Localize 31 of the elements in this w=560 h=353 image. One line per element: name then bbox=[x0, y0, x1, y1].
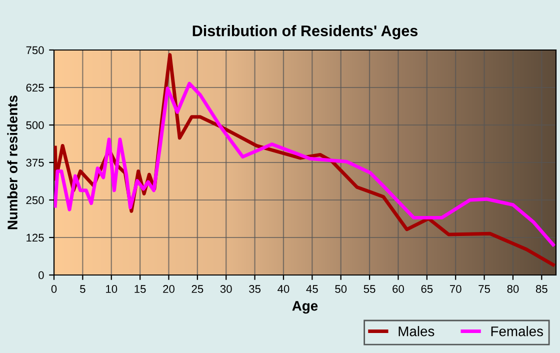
x-tick-label: 0 bbox=[51, 285, 57, 293]
y-tick-label: 125 bbox=[26, 234, 44, 242]
x-tick-label: 15 bbox=[134, 285, 146, 293]
y-tick-label: 500 bbox=[26, 121, 44, 130]
x-tick-label: 25 bbox=[192, 285, 204, 293]
x-tick-label: 80 bbox=[507, 285, 519, 293]
x-tick-label: 35 bbox=[249, 285, 261, 293]
chart-title: Distribution of Residents' Ages bbox=[192, 25, 418, 40]
x-tick-label: 85 bbox=[536, 285, 548, 293]
x-tick-label: 40 bbox=[278, 285, 290, 293]
x-tick-label: 5 bbox=[80, 285, 86, 293]
y-tick-label: 625 bbox=[26, 84, 44, 92]
y-tick-label: 0 bbox=[38, 271, 44, 280]
legend-label: Males bbox=[398, 326, 434, 336]
x-tick-label: 10 bbox=[106, 285, 118, 293]
y-tick-label: 375 bbox=[26, 158, 44, 167]
x-tick-label: 65 bbox=[421, 285, 433, 293]
x-tick-label: 55 bbox=[364, 285, 376, 293]
y-axis-title: Number of residents bbox=[7, 96, 18, 230]
x-tick-label: 75 bbox=[478, 285, 490, 293]
x-tick-label: 30 bbox=[220, 285, 232, 293]
y-tick-label: 250 bbox=[26, 196, 44, 204]
x-axis-title: Age bbox=[292, 301, 318, 314]
x-tick-label: 50 bbox=[335, 285, 347, 293]
x-tick-label: 45 bbox=[306, 285, 318, 293]
line-series bbox=[54, 82, 555, 246]
x-tick-label: 60 bbox=[392, 285, 404, 293]
x-tick-label: 70 bbox=[450, 285, 462, 293]
x-tick-label: 20 bbox=[163, 285, 174, 293]
legend-label: Females bbox=[491, 326, 543, 336]
y-tick-label: 750 bbox=[26, 46, 44, 54]
